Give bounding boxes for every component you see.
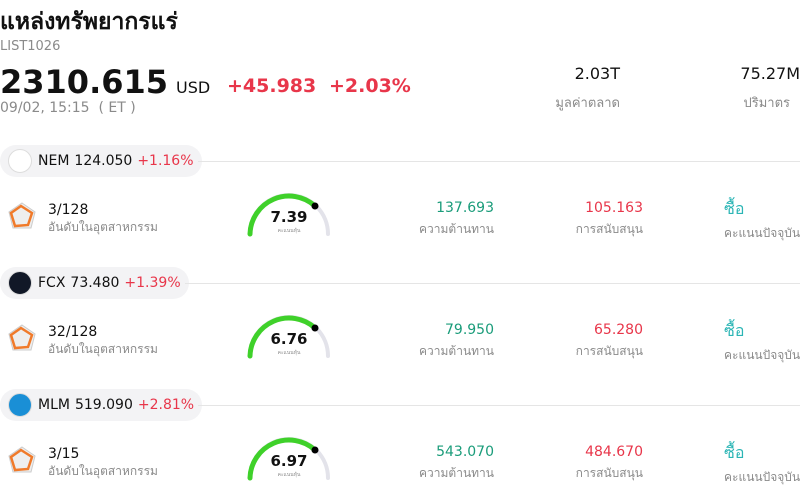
support: 65.280 — [594, 322, 643, 338]
rank: 32/128 — [48, 324, 98, 340]
score-gauge — [247, 437, 330, 481]
ticker: FCX — [38, 275, 66, 291]
action[interactable]: ซื้อ — [724, 321, 745, 340]
rank-label: อันดับในอุตสาหกรรม — [48, 464, 158, 478]
resistance-label: ความต้านทาน — [419, 344, 494, 358]
support-label: การสนับสนุน — [575, 466, 643, 480]
stock-logo — [8, 393, 32, 417]
stat-label: มูลค่าตลาด — [555, 96, 620, 111]
stock-price: 124.050 — [74, 153, 133, 169]
stock-change: +2.81% — [137, 397, 195, 413]
rank-icon — [8, 324, 36, 351]
separator — [185, 283, 800, 284]
score-label: คะแนนหุ้น — [277, 350, 301, 356]
score-label: คะแนนหุ้น — [277, 472, 301, 478]
stock-change: +1.39% — [124, 275, 181, 291]
score-gauge — [247, 315, 330, 359]
stock-pill[interactable]: FCX 73.480 +1.39% — [0, 267, 189, 299]
support: 105.163 — [585, 200, 643, 216]
stock-logo — [8, 149, 32, 173]
resistance: 79.950 — [445, 322, 494, 338]
score-label: คะแนนหุ้น — [277, 228, 301, 234]
stock-change: +1.16% — [137, 153, 194, 169]
ticker: NEM — [38, 153, 70, 169]
currency: USD — [176, 78, 211, 97]
stock-price: 73.480 — [70, 275, 120, 291]
stat-value: 75.27M — [740, 64, 800, 83]
action[interactable]: ซื้อ — [724, 443, 745, 462]
stat-value: 2.03T — [574, 64, 620, 83]
separator — [198, 405, 800, 406]
price: 2310.615 — [0, 63, 169, 101]
stock-pill[interactable]: NEM 124.050 +1.16% — [0, 145, 202, 177]
support-label: การสนับสนุน — [575, 344, 643, 358]
stock-price: 519.090 — [74, 397, 133, 413]
score-gauge — [247, 193, 330, 237]
separator — [198, 161, 800, 162]
resistance: 137.693 — [436, 200, 494, 216]
score: 6.97 — [270, 452, 308, 470]
change: +45.983 — [227, 75, 317, 97]
action-label: คะแนนปัจจุบัน — [724, 470, 800, 484]
stat-label: ปริมาตร — [743, 96, 790, 111]
stock-logo — [8, 271, 32, 295]
rank-label: อันดับในอุตสาหกรรม — [48, 342, 158, 356]
resistance-label: ความต้านทาน — [419, 222, 494, 236]
action-label: คะแนนปัจจุบัน — [724, 348, 800, 362]
action[interactable]: ซื้อ — [724, 199, 745, 218]
rank-label: อันดับในอุตสาหกรรม — [48, 220, 158, 234]
rank: 3/128 — [48, 202, 89, 218]
ticker: MLM — [38, 397, 70, 413]
score: 7.39 — [270, 208, 308, 226]
score: 6.76 — [270, 330, 308, 348]
title: แหล่งทรัพยากรแร่ — [0, 9, 178, 35]
change-pct: +2.03% — [329, 75, 411, 97]
action-label: คะแนนปัจจุบัน — [724, 226, 800, 240]
stock-pill[interactable]: MLM 519.090 +2.81% — [0, 389, 203, 421]
rank: 3/15 — [48, 446, 80, 462]
resistance: 543.070 — [436, 444, 494, 460]
time: 09/02, 15:15 ( ET ) — [0, 100, 136, 116]
code: LIST1026 — [0, 39, 61, 54]
rank-icon — [8, 446, 36, 473]
support: 484.670 — [585, 444, 643, 460]
support-label: การสนับสนุน — [575, 222, 643, 236]
resistance-label: ความต้านทาน — [419, 466, 494, 480]
rank-icon — [8, 202, 36, 229]
